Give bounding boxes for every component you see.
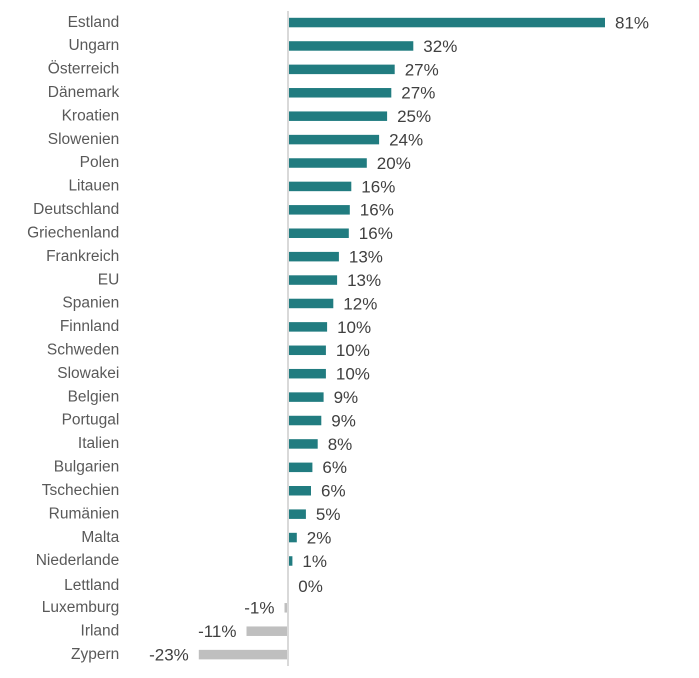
- svg-text:25%: 25%: [397, 107, 431, 126]
- svg-text:Tschechien: Tschechien: [42, 482, 120, 499]
- svg-text:20%: 20%: [377, 154, 411, 173]
- svg-text:10%: 10%: [336, 365, 370, 384]
- svg-text:8%: 8%: [328, 435, 353, 454]
- svg-text:2%: 2%: [307, 529, 332, 548]
- svg-text:Litauen: Litauen: [68, 178, 119, 195]
- svg-text:6%: 6%: [322, 458, 347, 477]
- svg-text:Belgien: Belgien: [68, 388, 120, 405]
- svg-text:Niederlande: Niederlande: [36, 552, 120, 569]
- svg-text:EU: EU: [98, 271, 120, 288]
- svg-text:13%: 13%: [347, 271, 381, 290]
- svg-text:27%: 27%: [401, 84, 435, 103]
- svg-text:Slowakei: Slowakei: [57, 365, 119, 382]
- svg-text:Spanien: Spanien: [62, 295, 119, 312]
- svg-text:Frankreich: Frankreich: [46, 248, 119, 265]
- svg-text:24%: 24%: [389, 131, 423, 150]
- svg-text:Lettland: Lettland: [64, 577, 119, 594]
- svg-text:6%: 6%: [321, 482, 346, 501]
- svg-text:13%: 13%: [349, 248, 383, 267]
- svg-text:9%: 9%: [334, 388, 359, 407]
- svg-text:Schweden: Schweden: [47, 342, 119, 359]
- svg-text:-23%: -23%: [149, 646, 189, 665]
- svg-text:Deutschland: Deutschland: [33, 201, 119, 218]
- svg-text:Dänemark: Dänemark: [48, 84, 120, 101]
- svg-text:0%: 0%: [298, 577, 323, 596]
- svg-text:32%: 32%: [423, 37, 457, 56]
- svg-text:Österreich: Österreich: [48, 60, 120, 78]
- svg-text:Bulgarien: Bulgarien: [54, 459, 120, 476]
- svg-text:Polen: Polen: [80, 154, 120, 171]
- svg-text:12%: 12%: [343, 294, 377, 313]
- svg-text:1%: 1%: [302, 552, 327, 571]
- svg-text:Finnland: Finnland: [60, 318, 119, 335]
- svg-text:9%: 9%: [331, 411, 356, 430]
- svg-text:Estland: Estland: [68, 14, 120, 31]
- svg-text:Slowenien: Slowenien: [48, 131, 120, 148]
- svg-text:5%: 5%: [316, 505, 341, 524]
- svg-text:10%: 10%: [336, 341, 370, 360]
- svg-text:Griechenland: Griechenland: [27, 224, 119, 241]
- svg-text:Italien: Italien: [78, 435, 119, 452]
- svg-text:Malta: Malta: [81, 529, 119, 546]
- svg-text:Zypern: Zypern: [71, 646, 119, 663]
- svg-text:Portugal: Portugal: [62, 412, 120, 429]
- svg-text:Ungarn: Ungarn: [68, 37, 119, 54]
- svg-text:16%: 16%: [359, 224, 393, 243]
- svg-text:16%: 16%: [361, 177, 395, 196]
- svg-text:-1%: -1%: [244, 599, 274, 618]
- svg-text:Luxemburg: Luxemburg: [42, 599, 120, 616]
- svg-text:-11%: -11%: [198, 622, 236, 641]
- svg-text:10%: 10%: [337, 318, 371, 337]
- svg-text:Irland: Irland: [81, 622, 120, 639]
- svg-text:27%: 27%: [405, 60, 439, 79]
- svg-text:Rumänien: Rumänien: [49, 505, 120, 522]
- svg-text:81%: 81%: [615, 14, 649, 33]
- svg-text:Kroatien: Kroatien: [62, 107, 120, 124]
- svg-text:16%: 16%: [360, 201, 394, 220]
